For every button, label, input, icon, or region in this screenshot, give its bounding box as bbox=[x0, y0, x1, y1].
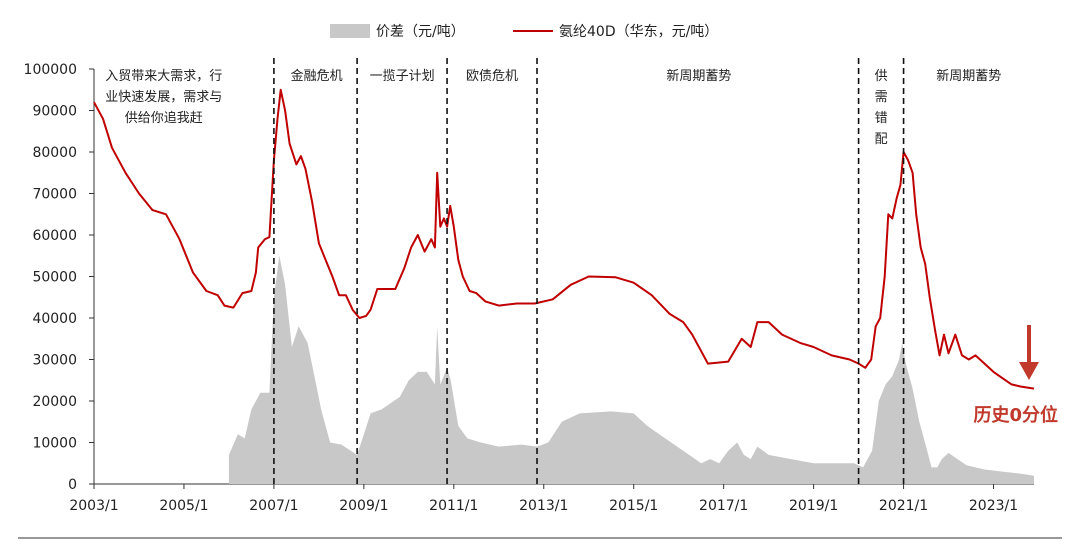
y-tick-label: 0 bbox=[68, 477, 77, 493]
phase-label: 错 bbox=[875, 111, 888, 126]
phase-label: 一揽子计划 bbox=[370, 68, 435, 84]
annotation: 历史0分位 bbox=[973, 325, 1058, 426]
legend-label-price: 氨纶40D（华东，元/吨） bbox=[559, 24, 718, 40]
phase-label: 入贸带来大需求，行 bbox=[105, 69, 222, 84]
x-tick-label: 2019/1 bbox=[789, 498, 838, 514]
x-tick-label: 2021/1 bbox=[879, 498, 928, 514]
phase-label: 金融危机 bbox=[291, 68, 343, 84]
phase-label: 需 bbox=[875, 90, 888, 105]
y-axis: 1000009000080000700006000050000400003000… bbox=[24, 62, 95, 493]
legend-label-spread: 价差（元/吨） bbox=[376, 24, 465, 40]
y-tick-label: 100000 bbox=[24, 62, 77, 78]
x-tick-label: 2013/1 bbox=[519, 498, 568, 514]
plot-area bbox=[93, 88, 1035, 484]
x-tick-label: 2023/1 bbox=[969, 498, 1018, 514]
legend: 价差（元/吨） 氨纶40D（华东，元/吨） bbox=[330, 24, 718, 40]
phase-label: 业快速发展，需求与 bbox=[105, 89, 222, 105]
phase-dividers bbox=[273, 58, 905, 484]
phase-label: 新周期蓄势 bbox=[936, 68, 1001, 84]
phase-label: 欧债危机 bbox=[466, 69, 518, 84]
y-tick-label: 90000 bbox=[32, 104, 77, 120]
x-tick-label: 2005/1 bbox=[159, 498, 208, 514]
y-tick-label: 40000 bbox=[32, 311, 77, 327]
x-tick-label: 2017/1 bbox=[699, 498, 748, 514]
y-tick-label: 80000 bbox=[32, 145, 77, 161]
phase-label: 供 bbox=[875, 69, 888, 84]
y-tick-label: 70000 bbox=[32, 187, 77, 203]
spread-area bbox=[228, 255, 1034, 484]
y-tick-label: 10000 bbox=[32, 436, 77, 452]
y-tick-label: 50000 bbox=[32, 270, 77, 286]
x-tick-label: 2003/1 bbox=[69, 498, 118, 514]
price-line bbox=[93, 88, 1035, 390]
legend-swatch-spread bbox=[330, 24, 370, 38]
annotation-text: 历史0分位 bbox=[973, 404, 1058, 426]
x-tick-label: 2007/1 bbox=[249, 498, 298, 514]
x-tick-label: 2015/1 bbox=[609, 498, 658, 514]
phase-label: 新周期蓄势 bbox=[666, 68, 731, 84]
y-tick-label: 60000 bbox=[32, 228, 77, 244]
phase-label: 配 bbox=[875, 132, 888, 147]
y-tick-label: 30000 bbox=[32, 353, 77, 369]
y-tick-label: 20000 bbox=[32, 394, 77, 410]
x-axis: 2003/1 2005/1 2007/1 2009/1 2011/1 2013/1 2015… bbox=[69, 483, 1034, 514]
phase-label: 供给你追我赶 bbox=[125, 110, 203, 126]
x-tick-label: 2009/1 bbox=[339, 498, 388, 514]
annotation-arrow-head bbox=[1019, 362, 1039, 380]
x-tick-label: 2011/1 bbox=[429, 498, 478, 514]
